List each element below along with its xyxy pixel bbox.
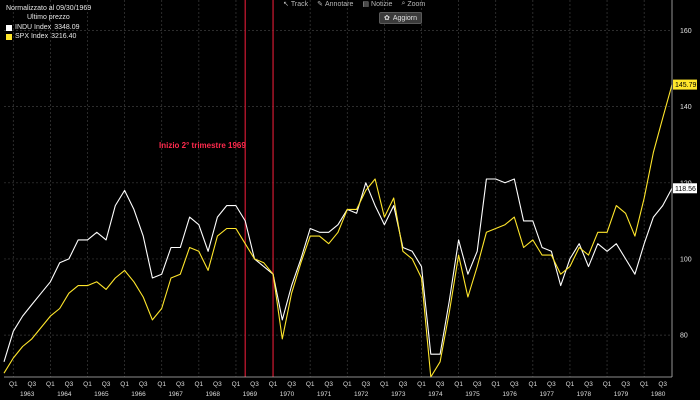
legend-title: Normalizzato al 09/30/1969 — [6, 5, 92, 12]
chart-legend: Normalizzato al 09/30/1969 Ultimo prezzo… — [6, 4, 91, 42]
x-quarter-label: Q1 — [380, 381, 389, 388]
x-quarter-label: Q3 — [324, 381, 333, 388]
x-quarter-label: Q1 — [343, 381, 352, 388]
spx-series-line — [3, 84, 673, 378]
x-quarter-label: Q1 — [157, 381, 166, 388]
y-tick-label: 160 — [680, 28, 692, 35]
x-quarter-label: Q1 — [454, 381, 463, 388]
news-icon: ▤ — [362, 1, 370, 8]
y-tick-label: 80 — [680, 333, 688, 340]
track-label: Track — [290, 0, 309, 8]
x-quarter-label: Q3 — [176, 381, 185, 388]
x-quarter-label: Q1 — [306, 381, 315, 388]
x-quarter-label: Q1 — [640, 381, 649, 388]
indu-last-value-tag — [673, 183, 697, 194]
y-axis: 80 100 120 140 160 — [671, 0, 692, 377]
legend-entry-indu: INDU Index 3348.09 — [6, 23, 91, 32]
x-quarter-label: Q3 — [27, 381, 36, 388]
x-quarter-label: Q3 — [436, 381, 445, 388]
x-year-label: 1971 — [317, 391, 332, 398]
indu-series-line — [3, 178, 673, 362]
x-year-label: 1980 — [651, 391, 666, 398]
pencil-icon: ✎ — [317, 1, 323, 8]
x-year-label: 1969 — [243, 391, 258, 398]
news-label: Notizie — [371, 0, 393, 8]
cursor-icon: ↖ — [283, 1, 289, 8]
x-year-label: 1970 — [280, 391, 295, 398]
indu-value: 3348.09 — [54, 23, 80, 31]
x-quarter-label: Q1 — [491, 381, 500, 388]
y-tick-label: 140 — [680, 104, 692, 111]
x-quarter-label: Q1 — [603, 381, 612, 388]
x-quarter-label: Q1 — [9, 381, 18, 388]
x-quarter-label: Q1 — [194, 381, 203, 388]
x-quarter-label: Q1 — [46, 381, 55, 388]
last-value-label: 145.79 — [675, 82, 697, 89]
x-year-label: 1976 — [502, 391, 517, 398]
x-year-label: 1978 — [577, 391, 592, 398]
x-quarter-label: Q3 — [250, 381, 259, 388]
x-quarter-label: Q3 — [102, 381, 111, 388]
x-year-label: 1966 — [131, 391, 146, 398]
legend-entry-spx: SPX Index 3216.40 — [6, 32, 91, 41]
x-year-label: 1975 — [465, 391, 480, 398]
x-year-label: 1979 — [614, 391, 629, 398]
indu-swatch — [6, 24, 12, 31]
spx-value: 3216.40 — [51, 33, 77, 41]
last-value-label: 118.56 — [675, 186, 696, 193]
x-year-label: 1968 — [206, 391, 221, 398]
chart-annotation: Inizio 2° trimestre 1969 — [159, 141, 246, 150]
x-quarter-label: Q3 — [547, 381, 556, 388]
x-year-label: 1967 — [168, 391, 183, 398]
y-tick-label: 120 — [680, 180, 692, 187]
y-tick-label: 100 — [680, 256, 692, 263]
x-year-label: 1973 — [391, 391, 406, 398]
x-quarter-label: Q1 — [232, 381, 241, 388]
indu-name: INDU Index — [15, 23, 52, 31]
x-quarter-label: Q3 — [399, 381, 408, 388]
spx-last-value-tag — [673, 79, 697, 90]
spx-name: SPX Index — [15, 33, 49, 41]
gear-icon: ✿ — [384, 15, 390, 22]
x-quarter-label: Q1 — [269, 381, 278, 388]
chart-toolbar: ↖ Track ✎ Annotare ▤ Notizie ⌕ Zoom — [283, 0, 425, 8]
x-year-label: 1972 — [354, 391, 369, 398]
zoom-icon: ⌕ — [401, 0, 406, 7]
x-quarter-label: Q3 — [65, 381, 74, 388]
x-quarter-label: Q1 — [417, 381, 426, 388]
x-quarter-label: Q3 — [213, 381, 222, 388]
x-quarter-label: Q1 — [120, 381, 129, 388]
x-year-label: 1964 — [57, 391, 72, 398]
x-year-label: 1974 — [428, 391, 443, 398]
zoom-label: Zoom — [407, 0, 426, 8]
annotate-label: Annotare — [325, 0, 354, 8]
chart-series: 118.56 145.79 — [3, 79, 697, 378]
x-year-label: 1977 — [540, 391, 555, 398]
x-quarter-label: Q1 — [528, 381, 537, 388]
x-quarter-label: Q3 — [287, 381, 296, 388]
news-button[interactable]: ▤ Notizie — [362, 0, 393, 9]
chart-grid — [4, 0, 672, 377]
x-quarter-label: Q3 — [361, 381, 370, 388]
spx-swatch — [6, 33, 12, 40]
x-quarter-label: Q3 — [473, 381, 482, 388]
zoom-button[interactable]: ⌕ Zoom — [401, 0, 425, 8]
x-quarter-label: Q3 — [621, 381, 630, 388]
x-quarter-label: Q3 — [139, 381, 148, 388]
x-quarter-label: Q3 — [584, 381, 593, 388]
x-year-label: 1965 — [94, 391, 109, 398]
update-label: Aggiorn — [392, 14, 418, 22]
x-quarter-label: Q3 — [510, 381, 519, 388]
x-quarter-label: Q1 — [83, 381, 92, 388]
x-year-label: 1963 — [20, 391, 35, 398]
legend-subtitle: Ultimo prezzo — [27, 14, 70, 22]
x-quarter-label: Q1 — [566, 381, 575, 388]
x-quarter-label: Q3 — [658, 381, 667, 388]
vertical-markers — [244, 0, 274, 377]
track-button[interactable]: ↖ Track — [283, 0, 309, 9]
annotate-button[interactable]: ✎ Annotare — [317, 0, 354, 9]
update-button[interactable]: ✿ Aggiorn — [379, 12, 423, 24]
